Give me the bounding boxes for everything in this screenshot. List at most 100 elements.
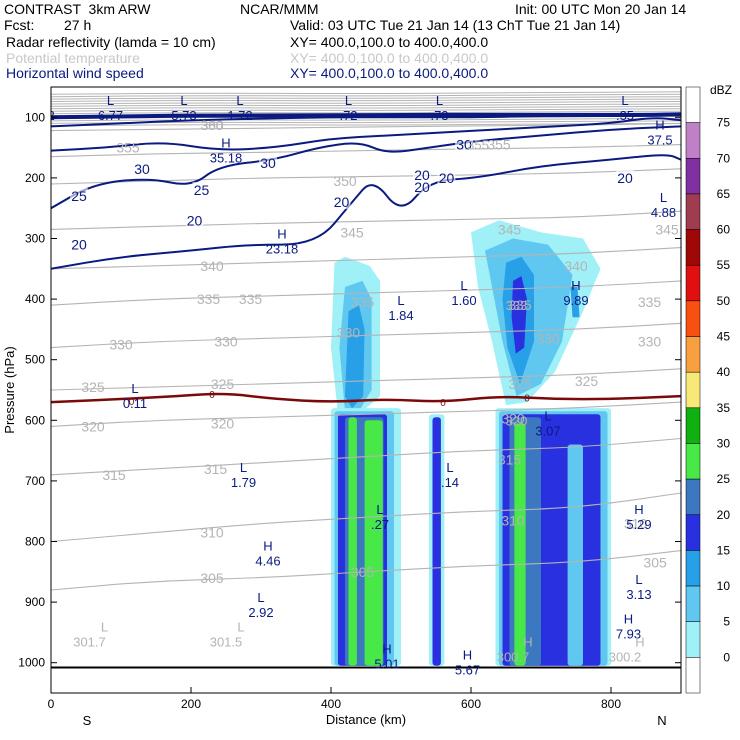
theta-contour-label: 335 <box>239 291 263 307</box>
x-axis-north-label: N <box>657 713 666 728</box>
theta-contour-label: 310 <box>200 524 224 540</box>
colorbar-swatch <box>685 371 701 409</box>
wind-contour-label: 20 <box>334 194 350 210</box>
wind-extremum-value: 5.29 <box>626 517 651 532</box>
theta-contour-label: 325 <box>211 376 235 392</box>
theta-contour-label: 325 <box>508 376 532 392</box>
y-tick-label: 900 <box>25 595 45 609</box>
colorbar-swatch <box>685 585 701 622</box>
colorbar-label: 30 <box>717 436 731 450</box>
theta-extremum-value: 320 <box>506 413 528 428</box>
y-tick-label: 800 <box>25 535 45 549</box>
wind-extremum-value: 23.18 <box>266 242 299 257</box>
colorbar-swatch <box>685 122 701 159</box>
forecast-hour: 27 h <box>64 17 92 33</box>
wind-contour-label: 20 <box>439 170 455 186</box>
field-wind-xy: XY= 400.0,100.0 to 400.0,400.0 <box>290 65 489 81</box>
colorbar-label: 20 <box>717 508 731 522</box>
colorbar-label: 40 <box>717 365 731 379</box>
wind-label-bg <box>259 154 277 170</box>
theta-contour-label: 305 <box>643 555 667 571</box>
wind-contour-label: 20 <box>617 170 633 186</box>
theta-extremum-marker: H <box>523 635 532 650</box>
wind-extremum-value: 5.67 <box>455 663 480 678</box>
colorbar-label: 45 <box>717 330 731 344</box>
colorbar-label: 75 <box>717 116 731 130</box>
wind-contour-label: 20 <box>187 212 203 228</box>
theta-contour-label: 330 <box>109 337 133 353</box>
wind-contour-label: 30 <box>134 161 150 177</box>
colorbar-label: 10 <box>717 579 731 593</box>
wind-extremum-marker: H <box>277 227 286 242</box>
theta-contour-label: 355 <box>487 137 511 153</box>
wind-label-bg <box>616 169 634 185</box>
y-tick-label: 200 <box>25 171 45 185</box>
reflectivity-plume <box>511 276 527 354</box>
wind-extremum-value: 5.01 <box>374 657 399 672</box>
theta-isentrope <box>51 96 681 100</box>
theta-isentrope <box>51 437 681 476</box>
plot-frame <box>50 86 682 694</box>
wind-label-bg <box>70 188 88 204</box>
wind-contour-label: 30 <box>260 155 276 171</box>
theta-contour-label: 335 <box>197 291 221 307</box>
freezing-level-line <box>51 392 681 404</box>
wind-extremum-marker: L <box>236 93 243 108</box>
colorbar-label: 65 <box>717 187 731 201</box>
theta-isentrope <box>51 122 681 132</box>
theta-contour-label: 330 <box>536 330 560 346</box>
wind-extremum-marker: L <box>660 190 667 205</box>
theta-contour-label: 330 <box>638 334 662 350</box>
theta-contour-label: 315 <box>204 461 228 477</box>
wind-extremum-value: .35 <box>616 108 634 123</box>
theta-isentrope <box>51 105 681 110</box>
theta-contour-label: 315 <box>498 452 522 468</box>
theta-contour-label: 340 <box>200 258 224 274</box>
freezing-zero-label: 0 <box>129 397 135 408</box>
wind-extremum-marker: L <box>635 572 642 587</box>
colorbar-label: 35 <box>717 401 731 415</box>
theta-contour-label: 325 <box>81 379 105 395</box>
theta-isentrope <box>51 322 681 349</box>
theta-contour-label: 335 <box>351 294 375 310</box>
wind-extremum-marker: L <box>44 93 51 108</box>
colorbar-label: 15 <box>717 543 731 557</box>
y-axis-label: Pressure (hPa) <box>2 346 17 433</box>
wind-extremum-marker: H <box>624 611 633 626</box>
reflectivity-cell <box>514 423 526 666</box>
field-reflectivity-xy: XY= 400.0,100.0 to 400.0,400.0 <box>290 34 489 50</box>
wind-extremum-value: 1.84 <box>388 308 413 323</box>
y-tick-label: 700 <box>25 474 45 488</box>
wind-extremum-marker: H <box>263 539 272 554</box>
colorbar-swatch <box>685 300 701 337</box>
wind-extremum-marker: H <box>655 117 664 132</box>
wind-label-bg <box>70 236 88 252</box>
reflectivity-plume <box>570 285 580 318</box>
wind-contour-label: 20 <box>71 237 87 253</box>
wind-extremum-marker: L <box>460 278 467 293</box>
colorbar-swatch <box>685 86 701 123</box>
reflectivity-plume <box>345 305 365 409</box>
theta-isentrope <box>51 144 681 158</box>
wind-contour-label: 25 <box>194 182 210 198</box>
wind-isotach <box>51 154 681 270</box>
theta-contour-label: 310 <box>624 515 648 531</box>
wind-extremum-value: 4.46 <box>255 554 280 569</box>
colorbar-swatch <box>685 229 701 266</box>
wind-extremum-marker: L <box>397 293 404 308</box>
freezing-level-layer <box>51 392 681 669</box>
theta-extremum-marker: L <box>237 619 244 634</box>
y-tick-label: 1000 <box>18 656 45 670</box>
colorbar-label: 50 <box>717 294 731 308</box>
reflectivity-cell <box>567 444 583 666</box>
wind-extremum-value: 7.93 <box>616 626 641 641</box>
wind-extremum-marker: H <box>634 502 643 517</box>
theta-contour-label: 310 <box>501 512 525 528</box>
init-time: Init: 00 UTC Mon 20 Jan 14 <box>515 1 687 17</box>
colorbar-swatch <box>685 657 701 694</box>
colorbar-label: 5 <box>723 615 730 629</box>
colorbar-label: 55 <box>717 258 731 272</box>
